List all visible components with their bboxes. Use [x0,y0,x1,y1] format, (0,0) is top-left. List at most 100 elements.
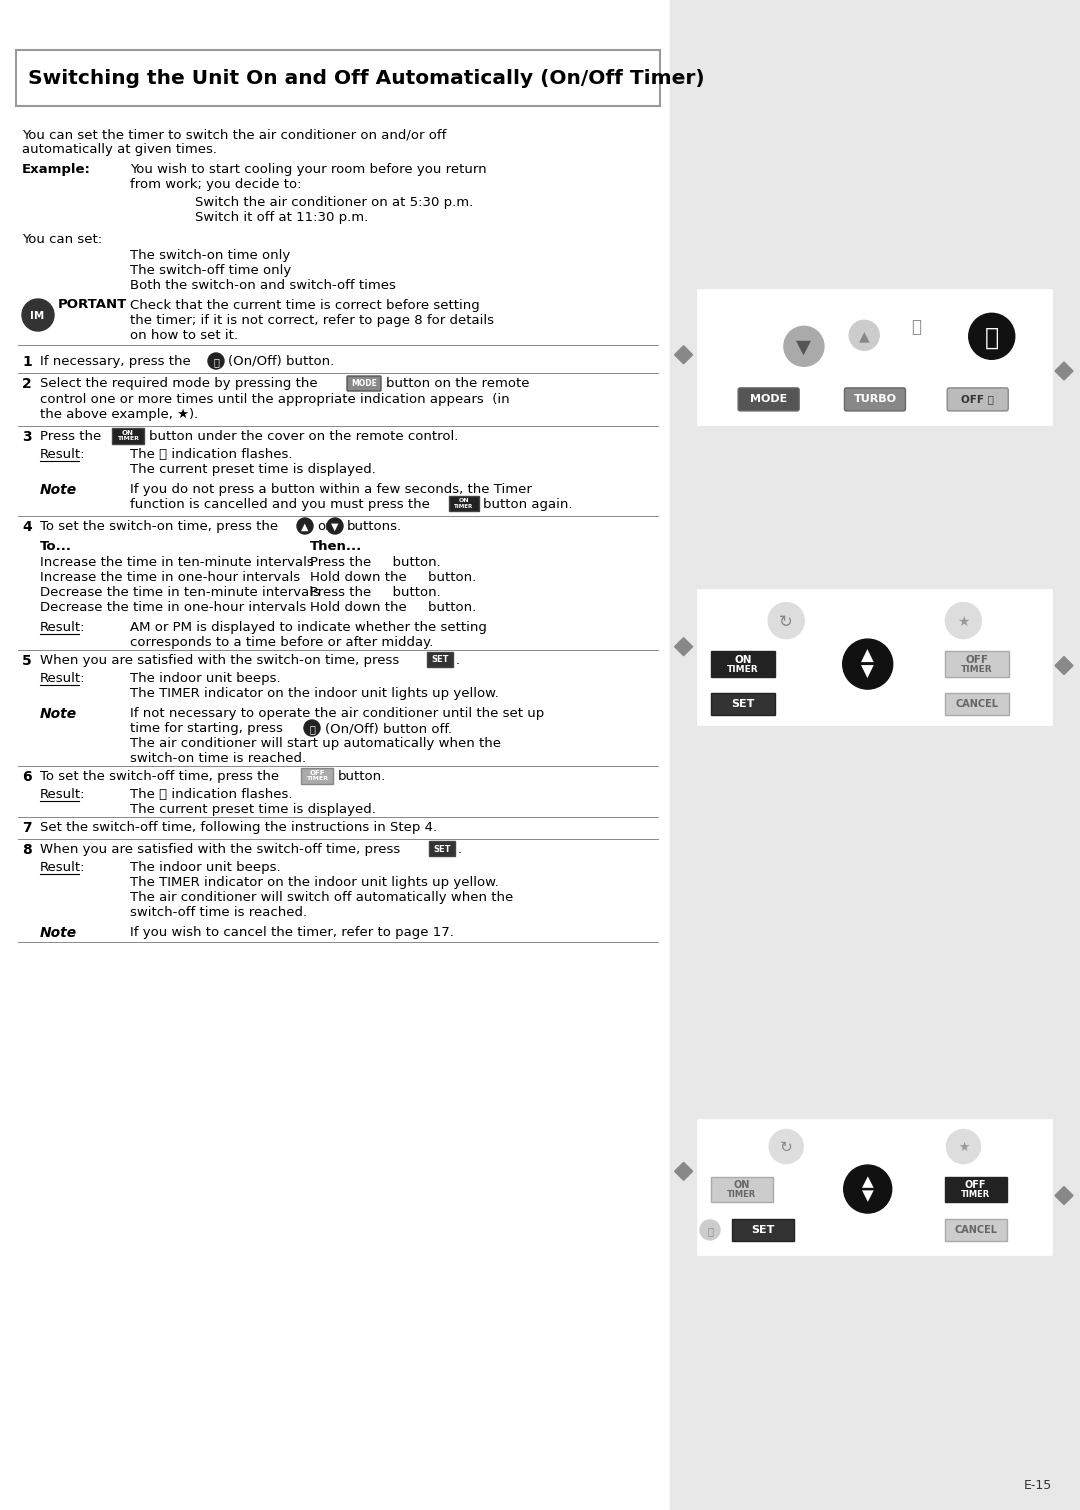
Text: Select the required mode by pressing the: Select the required mode by pressing the [40,378,322,390]
FancyBboxPatch shape [947,388,1009,411]
Text: If you do not press a button within a few seconds, the Timer: If you do not press a button within a fe… [130,483,531,495]
Text: from work; you decide to:: from work; you decide to: [130,178,301,190]
Text: function is cancelled and you must press the: function is cancelled and you must press… [130,498,434,510]
Text: ⏻: ⏻ [213,356,219,367]
Text: the timer; if it is not correct, refer to page 8 for details: the timer; if it is not correct, refer t… [130,314,494,328]
Text: 3: 3 [22,430,31,444]
Text: ↻: ↻ [780,1140,793,1155]
Text: 1: 1 [22,355,31,368]
Text: IM: IM [30,311,44,322]
Bar [698,590,1052,725]
Text: on how to set it.: on how to set it. [130,329,238,341]
Text: To set the switch-on time, press the: To set the switch-on time, press the [40,519,282,533]
Text: button again.: button again. [483,498,572,510]
Bar [698,290,1052,424]
Text: Set the switch-off time, following the instructions in Step 4.: Set the switch-off time, following the i… [40,821,437,834]
Text: or: or [318,519,330,533]
Text: ▼: ▼ [332,522,339,532]
FancyBboxPatch shape [945,1178,1007,1202]
Polygon shape [675,1163,692,1181]
FancyBboxPatch shape [732,1219,794,1241]
Text: ⏲: ⏲ [707,1226,713,1235]
Text: OFF ⏻: OFF ⏻ [961,394,995,405]
Text: ▲: ▲ [862,1175,874,1190]
Text: 🌡︎: 🌡︎ [913,319,922,337]
Text: TIMER: TIMER [306,776,328,782]
Text: Result:: Result: [40,672,85,686]
Text: The air conditioner will switch off automatically when the: The air conditioner will switch off auto… [130,891,513,904]
Text: If not necessary to operate the air conditioner until the set up: If not necessary to operate the air cond… [130,707,544,720]
Text: 2: 2 [22,378,31,391]
Text: 8: 8 [22,843,31,858]
Text: CANCEL: CANCEL [955,699,998,710]
Text: (On/Off) button off.: (On/Off) button off. [325,722,453,735]
Text: Note: Note [40,926,77,941]
Text: ON: ON [122,430,134,436]
Text: 4: 4 [22,519,31,535]
Text: PORTANT: PORTANT [58,297,127,311]
Text: TIMER: TIMER [117,436,139,441]
Text: If necessary, press the: If necessary, press the [40,355,195,368]
FancyBboxPatch shape [429,841,455,856]
Text: The indoor unit beeps.: The indoor unit beeps. [130,672,281,686]
Text: Note: Note [40,707,77,720]
Text: OFF: OFF [964,1179,986,1190]
Text: TURBO: TURBO [853,394,896,405]
Text: ▲: ▲ [859,329,869,343]
Text: You wish to start cooling your room before you return: You wish to start cooling your room befo… [130,163,487,177]
Circle shape [303,720,320,735]
Text: automatically at given times.: automatically at given times. [22,143,217,156]
Text: Note: Note [40,483,77,497]
Text: ON: ON [733,1179,750,1190]
Bar [698,1120,1052,1255]
Text: switch-off time is reached.: switch-off time is reached. [130,906,307,920]
Text: TIMER: TIMER [961,664,993,673]
Text: ON: ON [734,655,752,664]
Text: ▲: ▲ [301,522,309,532]
Text: Press the     button.: Press the button. [310,556,441,569]
Text: The TIMER indicator on the indoor unit lights up yellow.: The TIMER indicator on the indoor unit l… [130,876,499,889]
Text: The air conditioner will start up automatically when the: The air conditioner will start up automa… [130,737,501,750]
Text: Then...: Then... [310,541,362,553]
Text: Both the switch-on and switch-off times: Both the switch-on and switch-off times [130,279,396,291]
Text: button.: button. [338,770,387,784]
Text: Increase the time in one-hour intervals: Increase the time in one-hour intervals [40,571,300,584]
Text: MODE: MODE [750,394,787,405]
Circle shape [700,1220,720,1240]
FancyBboxPatch shape [449,495,480,510]
Text: the above example, ★).: the above example, ★). [40,408,199,421]
Text: (On/Off) button.: (On/Off) button. [228,355,334,368]
Polygon shape [675,346,692,364]
Circle shape [946,1129,981,1164]
Text: When you are satisfied with the switch-off time, press: When you are satisfied with the switch-o… [40,843,405,856]
Text: If you wish to cancel the timer, refer to page 17.: If you wish to cancel the timer, refer t… [130,926,454,939]
FancyBboxPatch shape [347,376,381,391]
Text: Example:: Example: [22,163,91,177]
Text: ★: ★ [957,615,970,628]
Circle shape [843,1166,892,1213]
Text: SET: SET [433,844,450,853]
Text: TIMER: TIMER [727,1190,756,1199]
Polygon shape [1055,657,1074,675]
Text: The ⌛ indication flashes.: The ⌛ indication flashes. [130,788,293,800]
Text: ▼: ▼ [796,338,811,356]
Text: ⏻: ⏻ [985,325,999,349]
Text: AM or PM is displayed to indicate whether the setting: AM or PM is displayed to indicate whethe… [130,621,487,634]
Text: Switching the Unit On and Off Automatically (On/Off Timer): Switching the Unit On and Off Automatica… [28,69,704,89]
Circle shape [208,353,224,368]
Text: ★: ★ [958,1142,969,1154]
Circle shape [769,1129,804,1164]
Circle shape [784,326,824,367]
Text: Check that the current time is correct before setting: Check that the current time is correct b… [130,299,480,313]
Text: Switch it off at 11:30 p.m.: Switch it off at 11:30 p.m. [195,211,368,223]
Text: Result:: Result: [40,448,85,461]
Text: Hold down the     button.: Hold down the button. [310,571,476,584]
Polygon shape [1055,1187,1074,1205]
FancyBboxPatch shape [945,693,1009,714]
FancyBboxPatch shape [738,388,799,411]
Text: The ⌛ indication flashes.: The ⌛ indication flashes. [130,448,293,461]
Text: The indoor unit beeps.: The indoor unit beeps. [130,861,281,874]
Text: SET: SET [731,699,755,710]
Circle shape [842,639,893,689]
Circle shape [768,602,805,639]
